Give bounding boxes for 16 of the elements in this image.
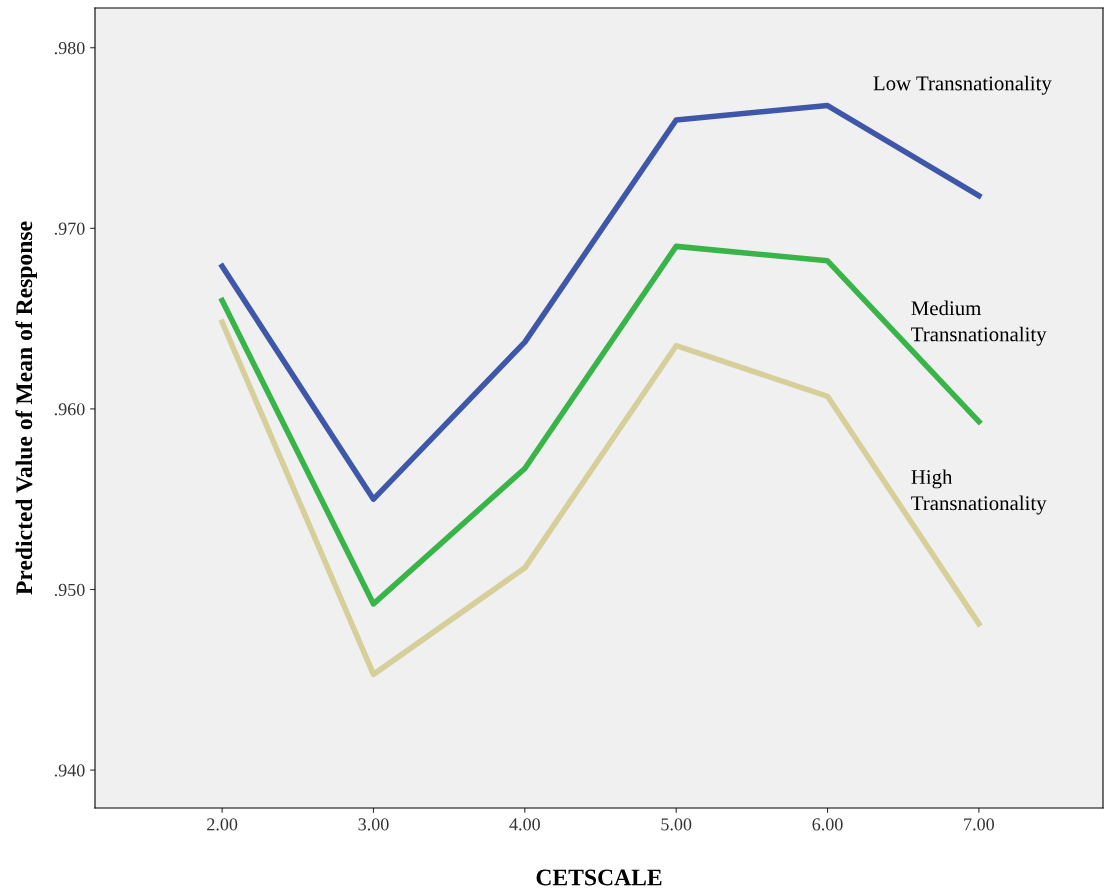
y-axis-title: Predicted Value of Mean of Response [15, 221, 38, 595]
series-label: High Transnationality [911, 469, 1047, 515]
series-label: Medium Transnationality [911, 300, 1047, 346]
y-tick-label: .980 [54, 41, 85, 55]
x-tick-label: 5.00 [661, 818, 692, 831]
x-tick-label: 7.00 [964, 818, 994, 831]
y-tick-label: .940 [54, 764, 85, 777]
x-tick-label: 2.00 [207, 818, 238, 831]
y-tick-label: .960 [54, 403, 85, 416]
x-tick-label: 3.00 [358, 818, 389, 831]
x-axis-title: CETSCALE [536, 869, 662, 886]
x-tick-label: 6.00 [812, 818, 843, 831]
y-tick-label: .970 [54, 222, 85, 235]
x-tick-label: 4.00 [509, 818, 540, 831]
series-label: Low Transnationality [873, 75, 1052, 95]
y-tick-label: .950 [54, 583, 85, 597]
